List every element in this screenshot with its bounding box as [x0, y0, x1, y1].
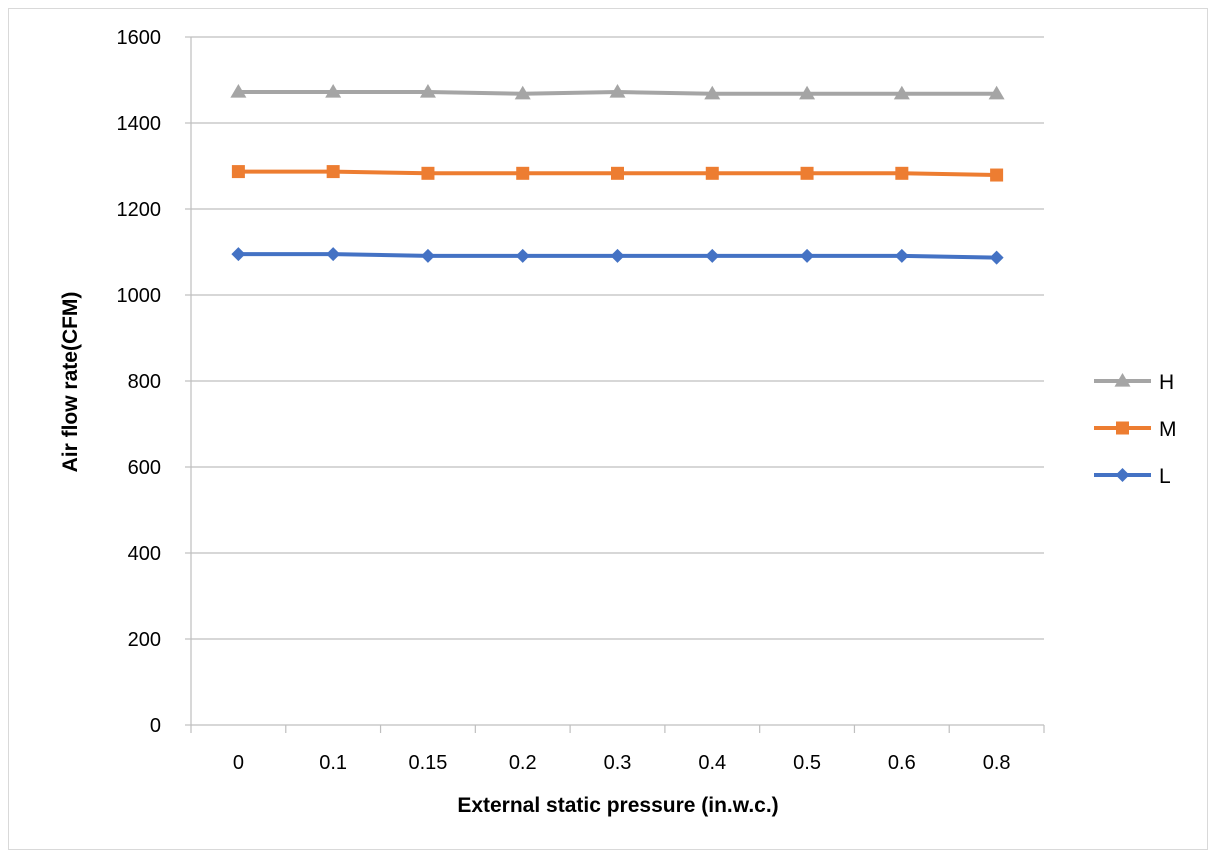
y-tick-label: 200: [128, 629, 161, 651]
x-tick-label: 0: [233, 752, 244, 774]
legend-entry-M: M: [1094, 418, 1177, 441]
data-point: [419, 84, 436, 98]
x-tick-label: 0.5: [793, 752, 821, 774]
series-H: [230, 84, 1005, 100]
data-point: [516, 166, 530, 180]
legend-marker: [1116, 421, 1129, 435]
data-point: [609, 84, 626, 98]
x-tick-label: 0.1: [319, 752, 347, 774]
y-tick-label: 400: [128, 543, 161, 565]
data-point: [800, 248, 815, 263]
axes: [185, 36, 1045, 733]
series-L: [231, 247, 1004, 265]
data-point: [611, 166, 624, 180]
legend-entry-L: L: [1094, 465, 1171, 488]
y-tick-label: 0: [150, 715, 161, 737]
data-point: [705, 248, 720, 263]
y-tick-label: 1000: [117, 285, 162, 307]
data-point: [515, 248, 530, 263]
x-tick-labels: 0 0.1 0.15 0.2 0.3 0.4 0.5 0.6 0.8: [233, 752, 1011, 774]
series-M: [231, 165, 1004, 182]
data-point: [514, 85, 531, 100]
data-point: [231, 165, 245, 179]
gridlines: [191, 36, 1044, 640]
series-lines: [230, 84, 1005, 265]
legend-label: L: [1159, 465, 1171, 488]
legend-marker: [1114, 373, 1131, 387]
data-point: [420, 248, 435, 263]
chart-frame: 0 200 400 600 800 1000 1200 1400 1600 0 0.1 0.15 0.…: [8, 8, 1208, 850]
y-tick-label: 800: [128, 371, 161, 393]
x-tick-label: 0.15: [408, 752, 447, 774]
data-point: [230, 84, 247, 98]
data-point: [990, 168, 1004, 182]
data-point: [895, 166, 909, 180]
line-chart: 0 200 400 600 800 1000 1200 1400 1600 0 0.1 0.15 0.…: [59, 27, 1177, 817]
data-point: [325, 84, 342, 98]
x-tick-label: 0.2: [509, 752, 537, 774]
y-tick-label: 600: [128, 457, 161, 479]
legend-label: H: [1159, 371, 1174, 394]
data-point: [989, 250, 1004, 265]
legend-entry-H: H: [1094, 371, 1174, 394]
legend-label: M: [1159, 418, 1177, 441]
data-point: [988, 85, 1005, 100]
legend: H M L: [1094, 371, 1177, 488]
y-tick-labels: 0 200 400 600 800 1000 1200 1400 1600: [117, 27, 162, 737]
data-point: [421, 166, 435, 180]
data-point: [894, 248, 909, 263]
data-point: [326, 165, 340, 179]
y-tick-label: 1600: [117, 27, 162, 49]
y-tick-label: 1400: [117, 113, 162, 135]
y-axis-title: Air flow rate(CFM): [59, 292, 82, 473]
x-tick-label: 0.8: [983, 752, 1011, 774]
data-point: [610, 248, 625, 263]
data-point: [893, 85, 910, 100]
data-point: [800, 166, 814, 180]
data-point: [705, 166, 719, 180]
x-tick-label: 0.3: [604, 752, 632, 774]
data-point: [326, 247, 341, 262]
data-point: [799, 85, 816, 100]
x-axis-title: External static pressure (in.w.c.): [457, 794, 778, 817]
y-tick-label: 1200: [117, 199, 162, 221]
x-tick-label: 0.6: [888, 752, 916, 774]
data-point: [704, 85, 721, 100]
data-point: [231, 247, 246, 262]
x-tick-label: 0.4: [698, 752, 726, 774]
legend-marker: [1115, 468, 1130, 482]
